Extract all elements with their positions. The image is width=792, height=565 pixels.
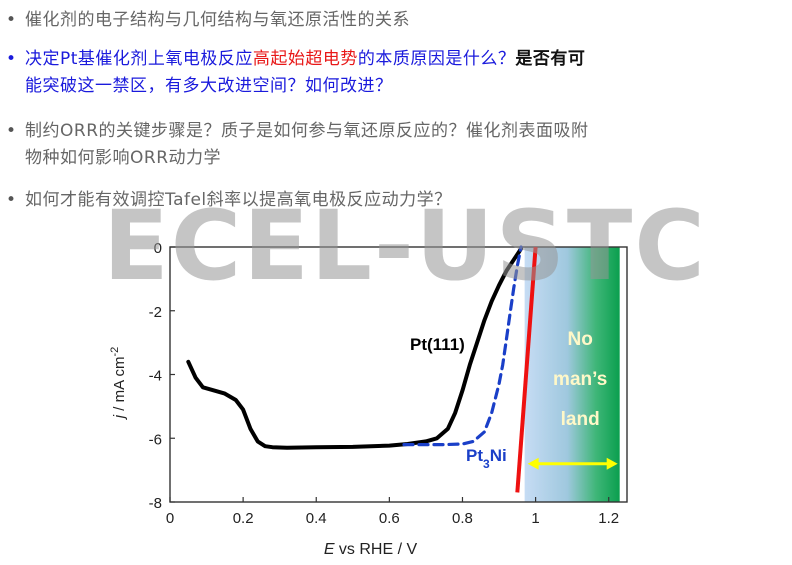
series-line-pt3ni xyxy=(402,245,523,447)
bullet-text: 催化剂的电子结构与几何结构与氧还原活性的关系 xyxy=(25,7,792,34)
no-mans-land-region xyxy=(524,247,620,502)
no-mans-land-text: man’s xyxy=(553,369,607,390)
x-axis-label: E vs RHE / V xyxy=(324,541,418,558)
bullet-3-line-2: 物种如何影响ORR动力学 xyxy=(25,148,222,168)
series-label-part: 3 xyxy=(483,457,490,471)
bullet-dot: • xyxy=(6,10,17,30)
bullet-dot: • xyxy=(6,190,17,210)
no-mans-land-text: No xyxy=(567,329,592,350)
bullet-3-text: 制约ORR的关键步骤是？质子是如何参与氧还原反应的？催化剂表面吸附 xyxy=(25,121,589,141)
bullet-2-part-3: 的本质原因是什么？ xyxy=(357,49,516,69)
x-axis-label-part: E xyxy=(324,541,335,558)
range-arrow-head-right xyxy=(606,457,618,470)
bullet-2-line-2: 能突破这一禁区，有多大改进空间？如何改进？ xyxy=(25,76,393,96)
x-tick-label: 0.8 xyxy=(452,510,473,527)
x-tick-label: 1 xyxy=(531,510,539,527)
x-axis-label-part: vs RHE / V xyxy=(334,541,417,558)
series-label-part: Ni xyxy=(490,446,507,465)
x-tick-label: 0.6 xyxy=(379,510,400,527)
no-mans-land-text: land xyxy=(561,409,600,430)
series-label-part: Pt xyxy=(466,446,483,465)
bullet-dot: • xyxy=(6,49,17,69)
bullet-2-part-1: 决定Pt基催化剂上氧电极反应 xyxy=(25,49,253,69)
equilibrium-line xyxy=(515,246,538,493)
y-tick-label: 0 xyxy=(154,240,162,257)
y-axis-label: j / mA cm-2 xyxy=(109,347,128,420)
axes: 0 0.2 0.4 0.6 0.8 1 1.2 0 -2 -4 -6 -8 E vs RHE / V j … xyxy=(109,240,628,558)
y-axis-label-part: -2 xyxy=(109,347,121,357)
y-tick-label: -4 xyxy=(149,368,162,385)
x-tick-label: 1.2 xyxy=(598,510,619,527)
bullet-text: 决定Pt基催化剂上氧电极反应高起始超电势的本质原因是什么？是否有可 能突破这一禁… xyxy=(25,46,792,100)
y-axis-label-part: / mA cm xyxy=(111,357,128,415)
no-mans-land-fill xyxy=(524,247,620,502)
y-axis-label-part: j xyxy=(111,414,128,420)
series-label-pt111: Pt(111) xyxy=(410,335,465,354)
y-tick-label: -8 xyxy=(149,495,162,512)
labels-layer: Pt(111) Pt3Ni No man’s land xyxy=(410,329,607,471)
series-line-pt111 xyxy=(186,246,523,450)
bullet-4-text: 如何才能有效调控Tafel斜率以提高氧电极反应动力学？ xyxy=(25,190,452,210)
x-tick-label: 0 xyxy=(166,510,174,527)
range-arrow-head-left xyxy=(527,457,539,470)
bullet-text: 如何才能有效调控Tafel斜率以提高氧电极反应动力学？ xyxy=(25,187,792,214)
y-tick-label: -6 xyxy=(149,431,162,448)
bullet-1-text: 催化剂的电子结构与几何结构与氧还原活性的关系 xyxy=(25,10,410,30)
bullet-text: 制约ORR的关键步骤是？质子是如何参与氧还原反应的？催化剂表面吸附 物种如何影响… xyxy=(25,118,792,172)
series-layer xyxy=(186,245,618,493)
bullet-dot: • xyxy=(6,121,17,141)
y-tick-label: -2 xyxy=(149,304,162,321)
bullet-2-part-4: 是否有可 xyxy=(515,49,586,69)
x-tick-label: 0.2 xyxy=(233,510,254,527)
x-tick-label: 0.4 xyxy=(306,510,327,527)
series-label-pt3ni: Pt3Ni xyxy=(466,446,507,471)
bullet-2-part-2: 高起始超电势 xyxy=(252,49,358,69)
